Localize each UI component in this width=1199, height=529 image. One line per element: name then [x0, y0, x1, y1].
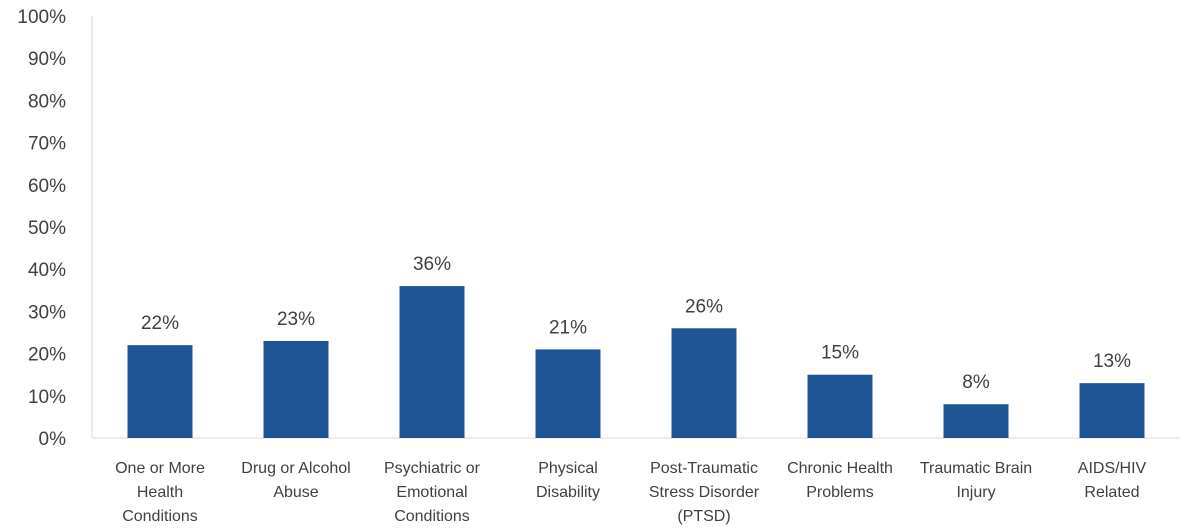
- category-label: Psychiatric or Emotional Conditions: [384, 460, 481, 525]
- bar: [399, 286, 465, 438]
- category-label-line: Abuse: [273, 484, 318, 501]
- data-labels: 22% 23% 36% 21% 26% 15% 8% 13%: [141, 254, 1131, 393]
- category-label-line: Related: [1084, 484, 1139, 501]
- bar: [535, 349, 601, 438]
- category-label: Post-Traumatic Stress Disorder (PTSD): [649, 460, 760, 525]
- category-label: One or More Health Conditions: [115, 460, 205, 525]
- category-label-line: One or More: [115, 460, 205, 477]
- category-labels: One or More Health Conditions Drug or Alcoh…: [115, 460, 1146, 525]
- category-label-line: Emotional: [396, 484, 467, 501]
- y-tick-label: 0%: [39, 429, 67, 450]
- data-label: 23%: [277, 309, 315, 330]
- data-label: 22%: [141, 313, 179, 334]
- category-label: Traumatic Brain Injury: [920, 460, 1032, 501]
- y-tick-label: 60%: [28, 176, 66, 197]
- category-label-line: Conditions: [122, 508, 198, 525]
- category-label: Physical Disability: [536, 460, 600, 501]
- y-tick-label: 30%: [28, 302, 66, 323]
- bar: [807, 374, 873, 438]
- category-label-line: Stress Disorder: [649, 484, 760, 501]
- y-tick-labels: 0% 10% 20% 30% 40% 50% 60% 70% 80% 90% 100%: [17, 7, 66, 450]
- y-tick-label: 100%: [17, 7, 66, 28]
- data-label: 15%: [821, 343, 859, 364]
- category-label-line: Drug or Alcohol: [241, 460, 350, 477]
- bar: [943, 404, 1009, 438]
- y-tick-label: 20%: [28, 345, 66, 366]
- category-label-line: Traumatic Brain: [920, 460, 1032, 477]
- y-tick-label: 10%: [28, 387, 66, 408]
- category-label: AIDS/HIV Related: [1078, 460, 1147, 501]
- bars: [127, 286, 1145, 438]
- category-label-line: Post-Traumatic: [650, 460, 758, 477]
- category-label-line: Injury: [956, 484, 995, 501]
- data-label: 26%: [685, 296, 723, 317]
- category-label: Drug or Alcohol Abuse: [241, 460, 350, 501]
- category-label-line: (PTSD): [677, 508, 730, 525]
- category-label: Chronic Health Problems: [787, 460, 893, 501]
- data-label: 13%: [1093, 351, 1131, 372]
- data-label: 21%: [549, 317, 587, 338]
- category-label-line: Problems: [806, 484, 874, 501]
- category-label-line: Psychiatric or: [384, 460, 481, 477]
- y-tick-label: 40%: [28, 260, 66, 281]
- bar: [1079, 383, 1145, 438]
- category-label-line: Health: [137, 484, 183, 501]
- category-label-line: Chronic Health: [787, 460, 893, 477]
- y-tick-label: 70%: [28, 134, 66, 155]
- bar: [127, 345, 193, 438]
- category-label-line: Physical: [538, 460, 598, 477]
- data-label: 8%: [962, 372, 990, 393]
- data-label: 36%: [413, 254, 451, 275]
- y-tick-label: 90%: [28, 49, 66, 70]
- category-label-line: Conditions: [394, 508, 470, 525]
- category-label-line: AIDS/HIV: [1078, 460, 1147, 477]
- category-label-line: Disability: [536, 484, 600, 501]
- y-tick-label: 50%: [28, 218, 66, 239]
- bar: [263, 340, 329, 438]
- y-tick-label: 80%: [28, 91, 66, 112]
- bar: [671, 328, 737, 438]
